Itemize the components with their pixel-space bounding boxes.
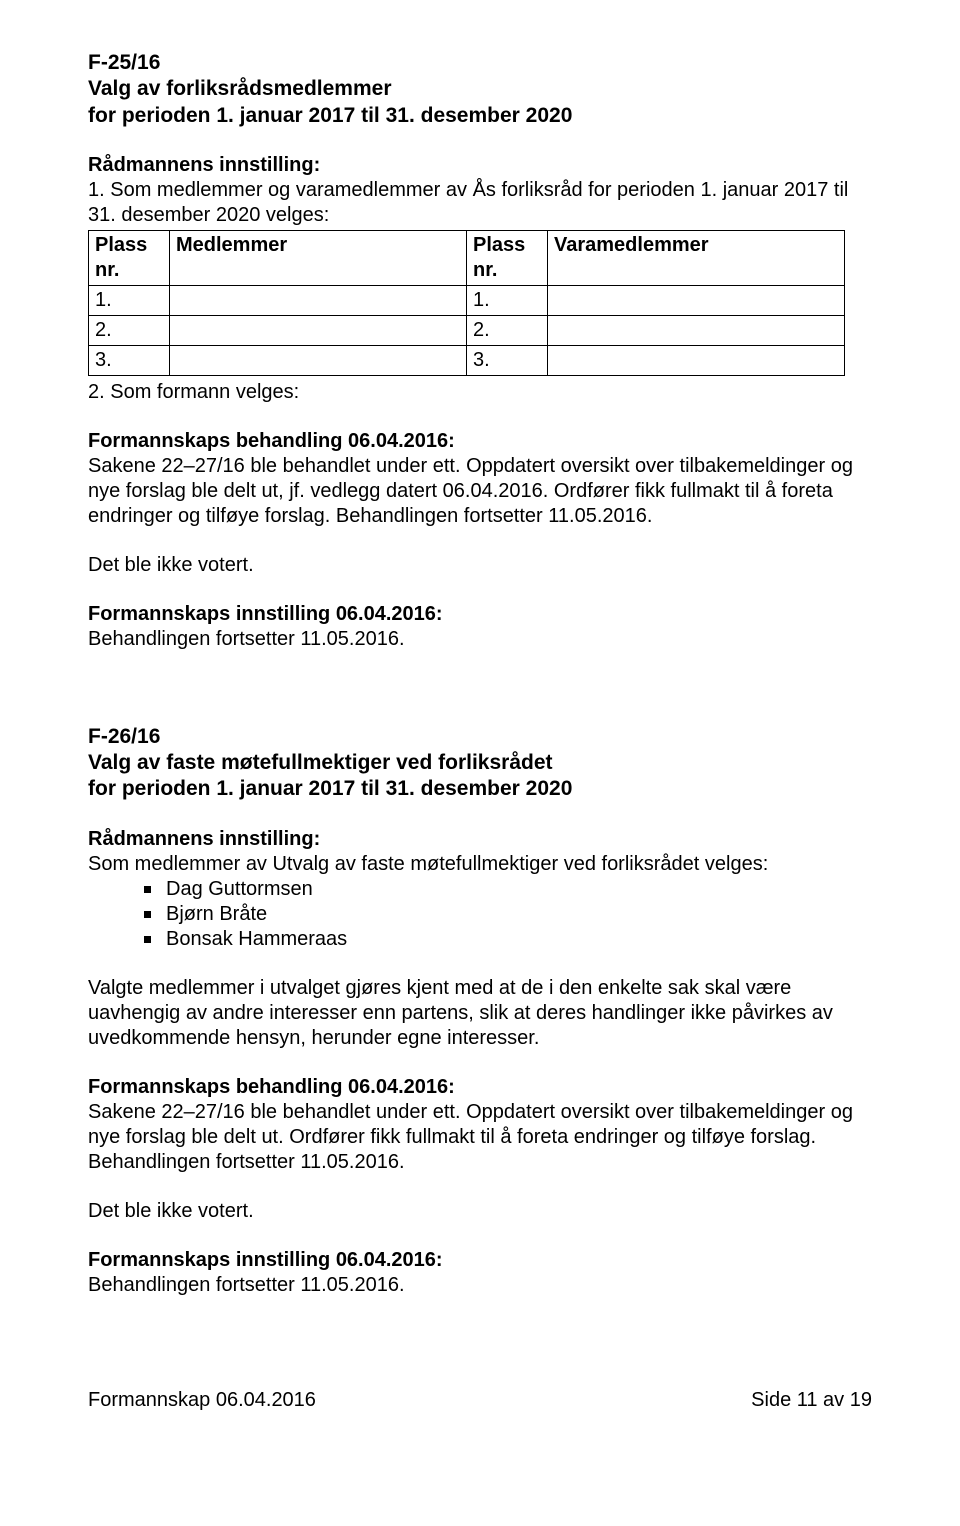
innstilling-label-25: Formannskaps innstilling 06.04.2016: [88,602,872,627]
footer-right: Side 11 av 19 [751,1388,872,1413]
cell-pn: 1. [89,285,170,315]
table-row: 2. 2. [89,315,845,345]
case26-title-1: Valg av faste møtefullmektiger ved forli… [88,750,872,776]
radmannens-innstilling-label-25: Rådmannens innstilling: [88,153,872,178]
case26-intro: Som medlemmer av Utvalg av faste møteful… [88,852,872,877]
innstilling-label-26: Formannskaps innstilling 06.04.2016: [88,1248,872,1273]
behandling-label-25: Formannskaps behandling 06.04.2016: [88,429,872,454]
th-medlemmer: Medlemmer [170,230,467,285]
list-item: Bonsak Hammeraas [144,927,872,952]
table-row: 3. 3. [89,345,845,375]
cell-var [548,315,845,345]
cell-pn: 3. [89,345,170,375]
cell-pn: 2. [89,315,170,345]
cell-pn: 1. [467,285,548,315]
th-plassnr-1: Plass nr. [89,230,170,285]
case25-title-2: for perioden 1. januar 2017 til 31. dese… [88,103,872,129]
table-header-row: Plass nr. Medlemmer Plass nr. Varamedlem… [89,230,845,285]
cell-var [548,285,845,315]
list-item: Dag Guttormsen [144,877,872,902]
th-varamedlemmer: Varamedlemmer [548,230,845,285]
cell-med [170,345,467,375]
footer-left: Formannskap 06.04.2016 [88,1388,316,1413]
case25-title-block: F-25/16 Valg av forliksrådsmedlemmer for… [88,50,872,129]
medlemmer-table: Plass nr. Medlemmer Plass nr. Varamedlem… [88,230,845,376]
case25-code: F-25/16 [88,50,872,76]
behandling-text-26: Sakene 22–27/16 ble behandlet under ett.… [88,1100,872,1175]
member-list: Dag Guttormsen Bjørn Bråte Bonsak Hammer… [88,877,872,952]
case26-title-block: F-26/16 Valg av faste møtefullmektiger v… [88,724,872,803]
table-row: 1. 1. [89,285,845,315]
cell-pn: 3. [467,345,548,375]
page-footer: Formannskap 06.04.2016 Side 11 av 19 [88,1388,872,1413]
case26-code: F-26/16 [88,724,872,750]
case25-title-1: Valg av forliksrådsmedlemmer [88,76,872,102]
behandling-text-25: Sakene 22–27/16 ble behandlet under ett.… [88,454,872,529]
cell-pn: 2. [467,315,548,345]
behandling-label-26: Formannskaps behandling 06.04.2016: [88,1075,872,1100]
ikke-votert-25: Det ble ikke votert. [88,553,872,578]
case25-item1: 1. Som medlemmer og varamedlemmer av Ås … [88,178,872,228]
innstilling-text-26: Behandlingen fortsetter 11.05.2016. [88,1273,872,1298]
case26-note: Valgte medlemmer i utvalget gjøres kjent… [88,976,872,1051]
case26-title-2: for perioden 1. januar 2017 til 31. dese… [88,776,872,802]
innstilling-text-25: Behandlingen fortsetter 11.05.2016. [88,627,872,652]
cell-med [170,315,467,345]
cell-med [170,285,467,315]
ikke-votert-26: Det ble ikke votert. [88,1199,872,1224]
radmannens-innstilling-label-26: Rådmannens innstilling: [88,827,872,852]
cell-var [548,345,845,375]
case25-item2: 2. Som formann velges: [88,380,872,405]
list-item: Bjørn Bråte [144,902,872,927]
th-plassnr-2: Plass nr. [467,230,548,285]
